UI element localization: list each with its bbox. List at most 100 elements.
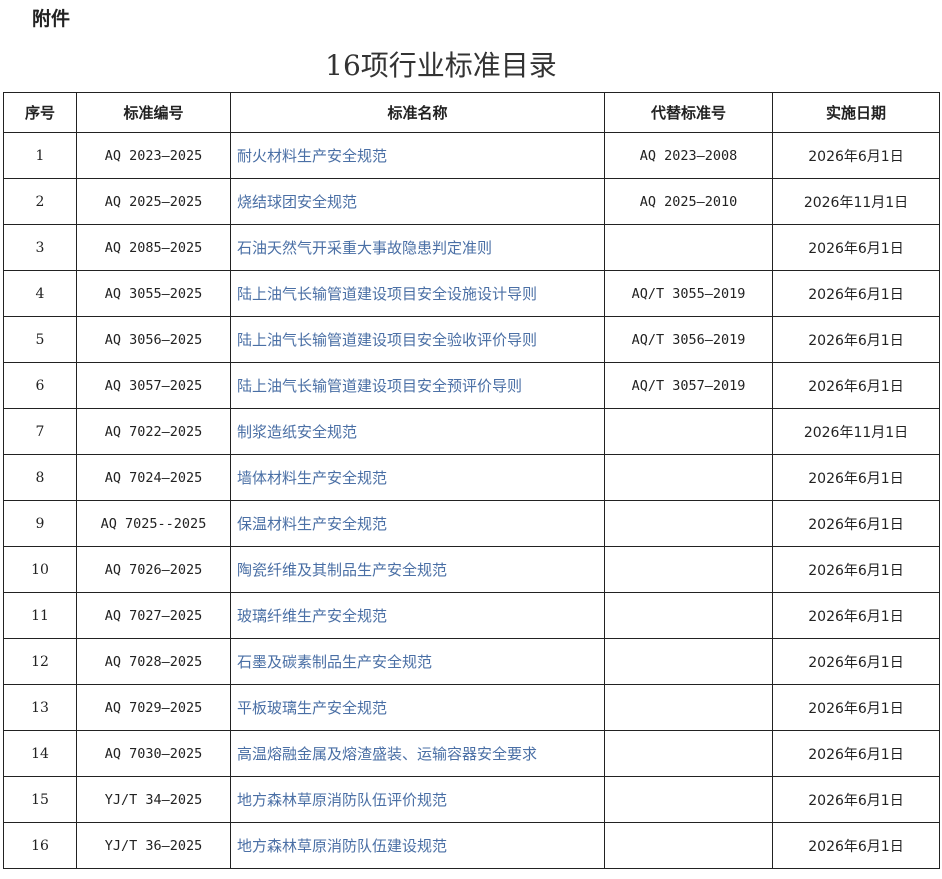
- header-index: 序号: [3, 92, 77, 133]
- table-row: 2 AQ 2025—2025 烧结球团安全规范 AQ 2025—2010 2026年11…: [3, 178, 940, 225]
- header-replaces: 代替标准号: [604, 92, 773, 133]
- effective-date: 2026年6月1日: [772, 500, 940, 547]
- standard-name-link[interactable]: 烧结球团安全规范: [230, 178, 605, 225]
- replaced-standard: [604, 224, 773, 271]
- replaced-standard: AQ/T 3056—2019: [604, 316, 773, 363]
- replaced-standard: [604, 638, 773, 685]
- standard-name-link[interactable]: 石油天然气开采重大事故隐患判定准则: [230, 224, 605, 271]
- standard-name-link[interactable]: 玻璃纤维生产安全规范: [230, 592, 605, 639]
- standard-name-link[interactable]: 陶瓷纤维及其制品生产安全规范: [230, 546, 605, 593]
- effective-date: 2026年6月1日: [772, 270, 940, 317]
- standard-code: AQ 2023—2025: [76, 132, 231, 179]
- replaced-standard: AQ 2023—2008: [604, 132, 773, 179]
- standard-code: AQ 7028—2025: [76, 638, 231, 685]
- standard-code: AQ 2085—2025: [76, 224, 231, 271]
- row-index: 4: [3, 270, 77, 317]
- effective-date: 2026年6月1日: [772, 316, 940, 363]
- table-row: 16 YJ/T 36—2025 地方森林草原消防队伍建设规范 2026年6月1日: [3, 822, 940, 869]
- row-index: 14: [3, 730, 77, 777]
- table-row: 12 AQ 7028—2025 石墨及碳素制品生产安全规范 2026年6月1日: [3, 638, 940, 685]
- replaced-standard: [604, 684, 773, 731]
- replaced-standard: [604, 822, 773, 869]
- row-index: 3: [3, 224, 77, 271]
- replaced-standard: [604, 408, 773, 455]
- standard-code: AQ 7022—2025: [76, 408, 231, 455]
- replaced-standard: AQ/T 3055—2019: [604, 270, 773, 317]
- effective-date: 2026年6月1日: [772, 132, 940, 179]
- row-index: 13: [3, 684, 77, 731]
- header-name: 标准名称: [230, 92, 605, 133]
- standard-code: AQ 3055—2025: [76, 270, 231, 317]
- effective-date: 2026年6月1日: [772, 638, 940, 685]
- table-row: 6 AQ 3057—2025 陆上油气长输管道建设项目安全预评价导则 AQ/T 305…: [3, 362, 940, 409]
- effective-date: 2026年6月1日: [772, 362, 940, 409]
- table-row: 9 AQ 7025--2025 保温材料生产安全规范 2026年6月1日: [3, 500, 940, 547]
- standard-name-link[interactable]: 平板玻璃生产安全规范: [230, 684, 605, 731]
- row-index: 16: [3, 822, 77, 869]
- row-index: 2: [3, 178, 77, 225]
- row-index: 15: [3, 776, 77, 823]
- standard-name-link[interactable]: 地方森林草原消防队伍评价规范: [230, 776, 605, 823]
- standards-table: 序号 标准编号 标准名称 代替标准号 实施日期 1 AQ 2023—2025 耐火材…: [3, 92, 940, 869]
- replaced-standard: [604, 500, 773, 547]
- standard-name-link[interactable]: 高温熔融金属及熔渣盛装、运输容器安全要求: [230, 730, 605, 777]
- standard-code: AQ 7029—2025: [76, 684, 231, 731]
- effective-date: 2026年6月1日: [772, 546, 940, 593]
- replaced-standard: [604, 546, 773, 593]
- standard-code: AQ 7026—2025: [76, 546, 231, 593]
- effective-date: 2026年11月1日: [772, 408, 940, 455]
- replaced-standard: [604, 730, 773, 777]
- effective-date: 2026年11月1日: [772, 178, 940, 225]
- replaced-standard: [604, 592, 773, 639]
- row-index: 10: [3, 546, 77, 593]
- table-row: 13 AQ 7029—2025 平板玻璃生产安全规范 2026年6月1日: [3, 684, 940, 731]
- replaced-standard: [604, 454, 773, 501]
- replaced-standard: AQ 2025—2010: [604, 178, 773, 225]
- row-index: 8: [3, 454, 77, 501]
- table-row: 5 AQ 3056—2025 陆上油气长输管道建设项目安全验收评价导则 AQ/T 30…: [3, 316, 940, 363]
- standard-code: AQ 7027—2025: [76, 592, 231, 639]
- standard-name-link[interactable]: 保温材料生产安全规范: [230, 500, 605, 547]
- header-date: 实施日期: [772, 92, 940, 133]
- effective-date: 2026年6月1日: [772, 454, 940, 501]
- row-index: 12: [3, 638, 77, 685]
- standard-name-link[interactable]: 陆上油气长输管道建设项目安全预评价导则: [230, 362, 605, 409]
- table-row: 4 AQ 3055—2025 陆上油气长输管道建设项目安全设施设计导则 AQ/T 30…: [3, 270, 940, 317]
- table-row: 14 AQ 7030—2025 高温熔融金属及熔渣盛装、运输容器安全要求 2026年6…: [3, 730, 940, 777]
- attachment-label: 附件: [32, 8, 71, 30]
- standard-name-link[interactable]: 陆上油气长输管道建设项目安全设施设计导则: [230, 270, 605, 317]
- table-row: 10 AQ 7026—2025 陶瓷纤维及其制品生产安全规范 2026年6月1日: [3, 546, 940, 593]
- standard-code: YJ/T 34—2025: [76, 776, 231, 823]
- table-row: 15 YJ/T 34—2025 地方森林草原消防队伍评价规范 2026年6月1日: [3, 776, 940, 823]
- row-index: 7: [3, 408, 77, 455]
- standard-code: AQ 7025--2025: [76, 500, 231, 547]
- standard-name-link[interactable]: 石墨及碳素制品生产安全规范: [230, 638, 605, 685]
- effective-date: 2026年6月1日: [772, 776, 940, 823]
- effective-date: 2026年6月1日: [772, 730, 940, 777]
- header-code: 标准编号: [76, 92, 231, 133]
- replaced-standard: AQ/T 3057—2019: [604, 362, 773, 409]
- table-header-row: 序号 标准编号 标准名称 代替标准号 实施日期: [3, 92, 940, 133]
- replaced-standard: [604, 776, 773, 823]
- standard-name-link[interactable]: 墙体材料生产安全规范: [230, 454, 605, 501]
- table-row: 3 AQ 2085—2025 石油天然气开采重大事故隐患判定准则 2026年6月1日: [3, 224, 940, 271]
- standard-code: AQ 3056—2025: [76, 316, 231, 363]
- standard-name-link[interactable]: 地方森林草原消防队伍建设规范: [230, 822, 605, 869]
- row-index: 9: [3, 500, 77, 547]
- effective-date: 2026年6月1日: [772, 822, 940, 869]
- table-row: 8 AQ 7024—2025 墙体材料生产安全规范 2026年6月1日: [3, 454, 940, 501]
- standard-code: AQ 3057—2025: [76, 362, 231, 409]
- table-body: 1 AQ 2023—2025 耐火材料生产安全规范 AQ 2023—2008 2026年…: [3, 132, 940, 869]
- effective-date: 2026年6月1日: [772, 684, 940, 731]
- row-index: 1: [3, 132, 77, 179]
- standard-name-link[interactable]: 耐火材料生产安全规范: [230, 132, 605, 179]
- standard-code: YJ/T 36—2025: [76, 822, 231, 869]
- standard-code: AQ 7024—2025: [76, 454, 231, 501]
- standard-name-link[interactable]: 制浆造纸安全规范: [230, 408, 605, 455]
- row-index: 6: [3, 362, 77, 409]
- effective-date: 2026年6月1日: [772, 592, 940, 639]
- table-row: 11 AQ 7027—2025 玻璃纤维生产安全规范 2026年6月1日: [3, 592, 940, 639]
- standard-name-link[interactable]: 陆上油气长输管道建设项目安全验收评价导则: [230, 316, 605, 363]
- row-index: 5: [3, 316, 77, 363]
- table-row: 1 AQ 2023—2025 耐火材料生产安全规范 AQ 2023—2008 2026年…: [3, 132, 940, 179]
